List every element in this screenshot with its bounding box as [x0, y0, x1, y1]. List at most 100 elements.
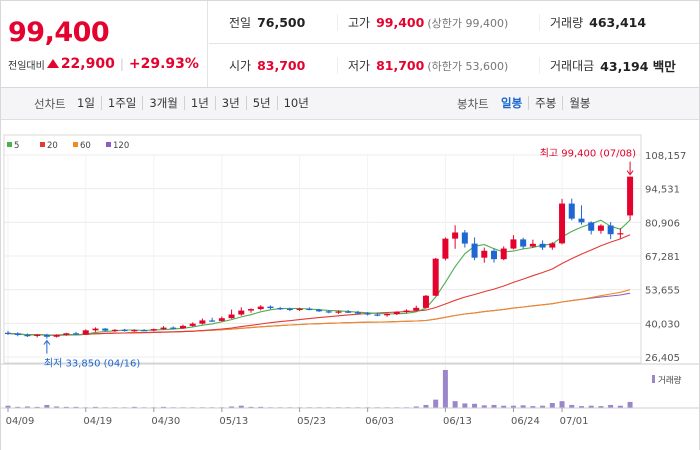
period-tabs: 1일 1주일 3개월 1년 3년 5년 10년 [71, 96, 315, 110]
volume-bar [491, 404, 497, 408]
stat-label: 고가 [348, 16, 371, 30]
stat-open: 시가 83,700 [229, 44, 305, 87]
candle-body [63, 333, 70, 336]
stat-trade-value: 거래대금 43,194 백만 [539, 57, 676, 74]
y-tick-label: 67,281 [645, 252, 680, 263]
volume-bar [520, 405, 526, 408]
stat-value: 463,414 [589, 15, 647, 30]
volume-bar [433, 399, 439, 408]
stats-row-2: 시가 83,700 저가 81,700 (하한가 53,600) 거래대금 43… [209, 44, 699, 87]
volume-bar [63, 406, 69, 408]
lower-limit-note: (하한가 53,600) [427, 59, 509, 73]
line-chart-label: 선차트 [34, 97, 66, 111]
candle-body [179, 325, 186, 329]
y-tick-label: 40,030 [645, 319, 680, 330]
candle-body [500, 248, 507, 260]
candle-body [471, 243, 478, 258]
stat-value: 83,700 [257, 58, 306, 73]
candle-tab-monthly[interactable]: 월봉 [562, 96, 596, 110]
candle-tab-daily[interactable]: 일봉 [501, 96, 523, 110]
volume-bar [617, 405, 623, 408]
candle-body [627, 176, 634, 216]
volume-bar [598, 406, 604, 408]
candle-body [111, 329, 118, 332]
candle-body [238, 310, 245, 315]
volume-bar [161, 406, 167, 408]
candle-body [617, 233, 624, 235]
candle-body [199, 320, 206, 324]
ma-5-line [7, 219, 631, 337]
volume-bar [248, 406, 254, 408]
candle-body [607, 225, 614, 235]
candle-tab-weekly[interactable]: 주봉 [528, 96, 562, 110]
candle-body [374, 314, 381, 316]
stat-value: 43,194 백만 [600, 59, 676, 74]
candle-body [131, 330, 138, 332]
volume-bar [559, 401, 565, 408]
candle-body [384, 314, 391, 316]
candle-body [53, 335, 60, 337]
period-tab-10y[interactable]: 10년 [276, 96, 315, 110]
volume-bar [413, 406, 419, 408]
max-price-label: 최고 99,400 (07/08) [540, 148, 636, 160]
y-tick-label: 94,531 [645, 185, 680, 196]
min-arrow-head [43, 339, 51, 345]
candle-body [296, 308, 303, 311]
candle-body [121, 329, 128, 332]
period-tab-5y[interactable]: 5년 [245, 96, 277, 110]
stat-label: 거래량 [550, 16, 584, 30]
period-tab-1y[interactable]: 1년 [183, 96, 215, 110]
price-summary: 99,400 전일대비 22,900 | +29.93% [1, 1, 208, 87]
stat-prev-close: 전일 76,500 [229, 1, 305, 44]
candle-chart-label: 봉차트 [457, 97, 489, 111]
stat-volume: 거래량 463,414 [539, 14, 646, 31]
period-tab-3y[interactable]: 3년 [214, 96, 246, 110]
candle-body [141, 330, 148, 332]
candle-body [559, 203, 566, 244]
volume-bar [462, 403, 468, 408]
volume-bar [229, 406, 235, 408]
chart-canvas: 5 20 60 120 108,157 94,531 80,906 67,281 53,655 4… [1, 134, 699, 427]
chart-toolbar: 선차트 1일 1주일 3개월 1년 3년 5년 10년 봉차트 일봉 주봉 월봉 [0, 88, 700, 120]
candle-body [150, 329, 157, 331]
volume-bar [540, 405, 546, 408]
stat-high: 고가 99,400 (상한가 99,400) [337, 14, 508, 31]
candle-body [345, 311, 352, 313]
y-tick-label: 26,405 [645, 353, 680, 364]
stat-value: 81,700 [376, 58, 425, 73]
period-tab-1w[interactable]: 1주일 [100, 96, 142, 110]
period-tab-3m[interactable]: 3개월 [142, 96, 183, 110]
candle-body [413, 307, 420, 311]
volume-bar [481, 405, 487, 408]
candle-body [364, 313, 371, 315]
candle-body [267, 306, 274, 309]
change-amount: 22,900 [60, 56, 115, 72]
candle-body [442, 238, 449, 259]
x-tick-label: 06/24 [511, 416, 540, 427]
candle-body [257, 306, 264, 310]
price-panel-frame [3, 134, 642, 364]
legend-label: 60 [80, 141, 91, 151]
volume-bar [423, 404, 429, 408]
legend-label: 120 [113, 141, 129, 151]
period-tab-1d[interactable]: 1일 [77, 96, 95, 110]
candle-body [5, 332, 11, 334]
candle-body [520, 239, 527, 247]
candle-body [510, 239, 517, 249]
candle-body [102, 328, 109, 331]
candle-body [286, 308, 293, 311]
candle-body [403, 310, 410, 313]
volume-bar [608, 404, 614, 408]
candle-body [228, 314, 235, 319]
candle-body [549, 243, 556, 248]
stat-label: 거래대금 [550, 59, 595, 73]
volume-bar [15, 406, 21, 408]
volume-bar [578, 406, 584, 408]
candle-body [452, 232, 459, 239]
candle-body [393, 312, 400, 315]
volume-bar [588, 405, 594, 408]
x-tick-label: 05/13 [219, 416, 248, 427]
volume-bar [452, 401, 458, 408]
x-tick-label: 04/19 [83, 416, 112, 427]
stat-value: 99,400 [376, 15, 425, 30]
